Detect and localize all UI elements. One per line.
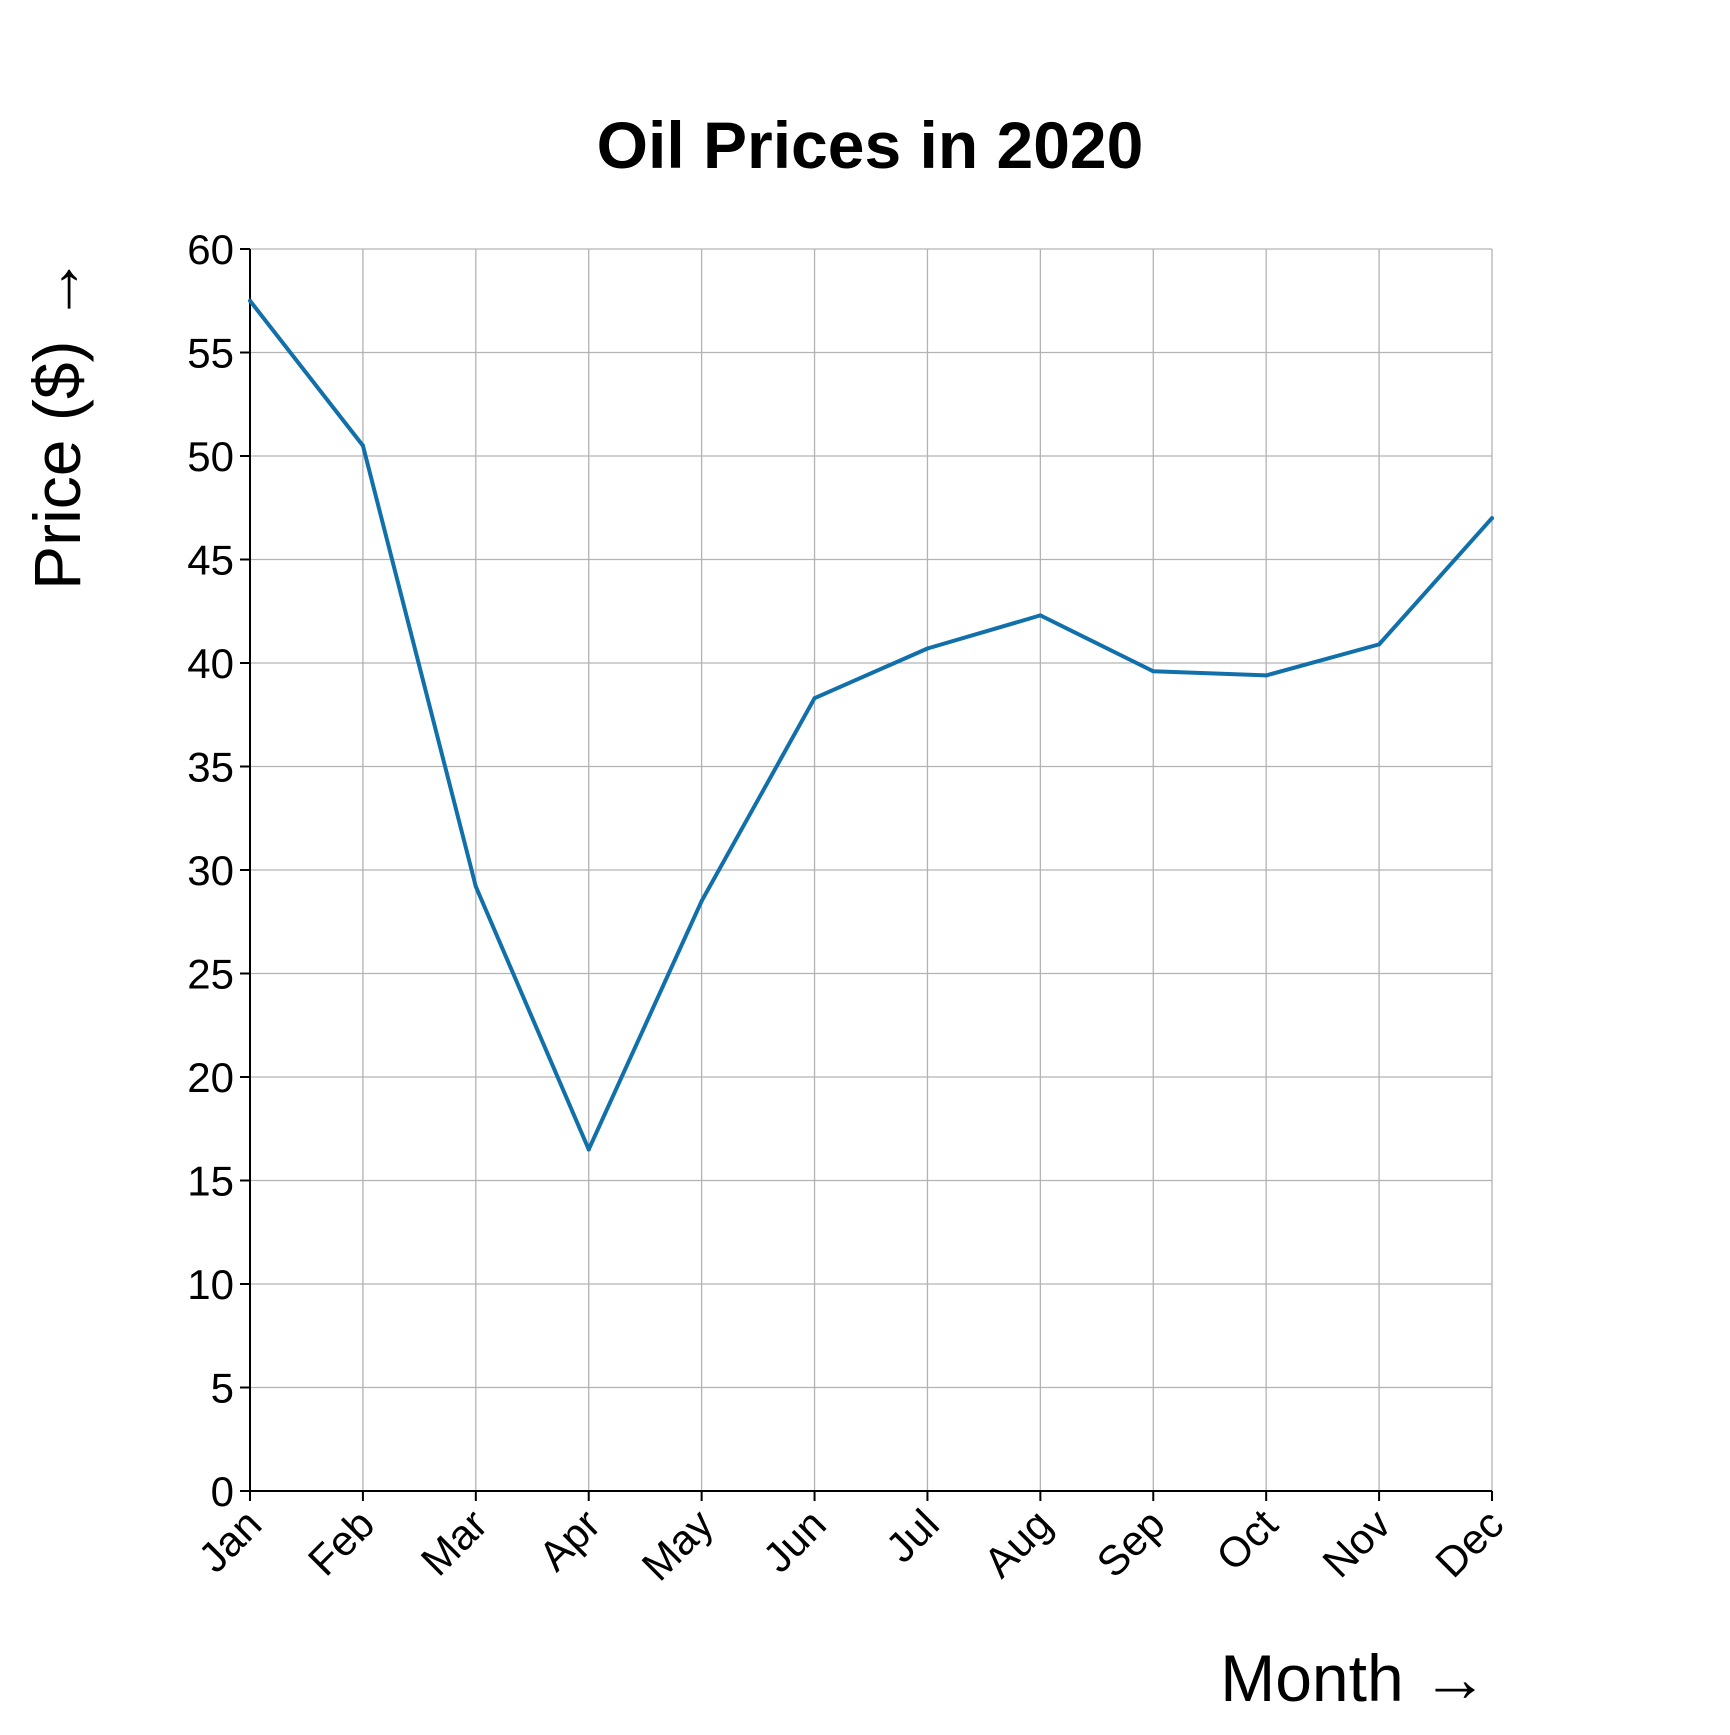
x-axis-title: Month →	[1220, 1641, 1488, 1715]
series-line	[248, 299, 1494, 1152]
data-point	[1264, 673, 1269, 678]
x-tick-label: Oct	[1207, 1500, 1287, 1580]
tick-labels: 0 5 10 15 20 25 30 35 40 45 50 55 60 Jan Feb Mar Apr May J…	[187, 226, 1512, 1589]
axes	[240, 248, 1493, 1501]
x-tick-label: Jul	[877, 1500, 948, 1571]
data-point	[248, 298, 252, 303]
y-tick-label: 25	[187, 951, 234, 998]
x-tick-label: Sep	[1088, 1500, 1174, 1586]
x-tick-label: Aug	[975, 1500, 1061, 1586]
x-tick-label: May	[633, 1500, 722, 1589]
x-tick-label: Nov	[1313, 1500, 1399, 1586]
data-point	[1038, 613, 1043, 618]
series-layer	[248, 298, 1494, 1152]
data-point	[1151, 669, 1156, 674]
x-tick-label: Jan	[189, 1500, 270, 1581]
y-tick-label: 5	[211, 1365, 234, 1412]
data-point	[360, 443, 365, 448]
x-tick-label: Apr	[530, 1500, 609, 1579]
y-tick-label: 10	[187, 1261, 234, 1308]
x-tick-label: Jun	[754, 1500, 835, 1581]
y-tick-label: 0	[211, 1468, 234, 1515]
y-tick-label: 20	[187, 1054, 234, 1101]
x-tick-label: Feb	[299, 1500, 383, 1584]
y-tick-label: 15	[187, 1158, 234, 1205]
y-axis-title: Price ($) →	[20, 256, 94, 590]
y-tick-label: 35	[187, 744, 234, 791]
data-point	[586, 1147, 591, 1152]
y-tick-label: 50	[187, 433, 234, 480]
data-point	[925, 646, 930, 651]
y-tick-label: 40	[187, 640, 234, 687]
data-point	[473, 884, 478, 889]
y-tick-label: 45	[187, 537, 234, 584]
x-tick-label: Mar	[412, 1500, 496, 1584]
data-point	[699, 899, 704, 904]
y-tick-label: 55	[187, 330, 234, 377]
data-point	[1377, 642, 1382, 647]
data-point	[812, 696, 817, 701]
y-tick-label: 60	[187, 226, 234, 273]
y-tick-label: 30	[187, 847, 234, 894]
data-point	[1490, 516, 1494, 521]
grid	[250, 248, 1493, 1491]
chart-title: Oil Prices in 2020	[597, 108, 1144, 182]
x-tick-label: Dec	[1426, 1500, 1512, 1586]
